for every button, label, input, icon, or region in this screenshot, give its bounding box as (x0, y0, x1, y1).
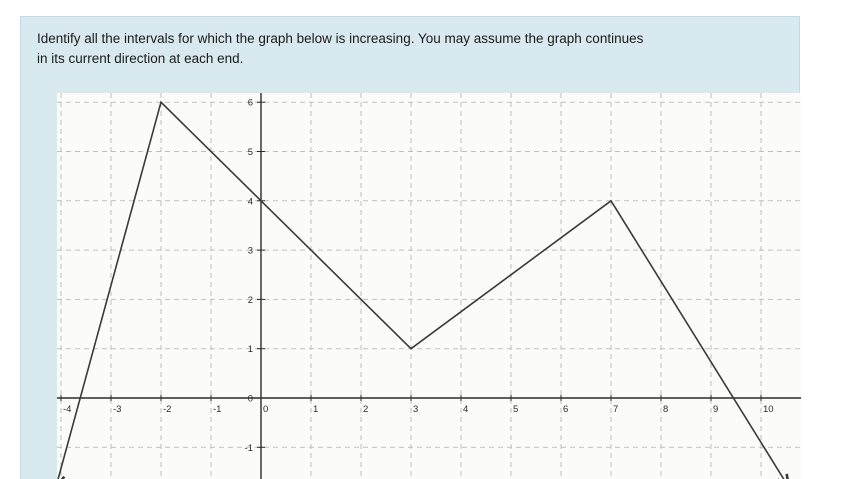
axis-ticks (60, 101, 762, 448)
svg-text:6: 6 (248, 98, 253, 109)
graph-curve (57, 100, 789, 479)
svg-text:-1: -1 (245, 443, 253, 454)
svg-text:8: 8 (663, 404, 668, 415)
svg-text:1: 1 (313, 404, 318, 415)
svg-text:3: 3 (413, 404, 418, 415)
svg-text:4: 4 (248, 196, 253, 207)
svg-text:9: 9 (713, 404, 718, 415)
svg-text:-2: -2 (163, 404, 171, 415)
svg-text:1: 1 (248, 344, 253, 355)
axes (57, 93, 801, 479)
svg-text:2: 2 (363, 404, 368, 415)
svg-text:-4: -4 (63, 404, 71, 415)
gridlines (57, 93, 801, 479)
svg-text:5: 5 (513, 404, 518, 415)
svg-text:7: 7 (613, 404, 618, 415)
graph-plot-area: -4 -3 -2 -1 0 1 2 3 4 5 6 7 8 9 10 -1 0 1 2 3 4 5 6 (57, 93, 801, 479)
question-prompt: Identify all the intervals for which the… (37, 31, 644, 66)
question-panel: Identify all the intervals for which the… (20, 16, 801, 479)
svg-text:10: 10 (763, 404, 774, 415)
svg-text:0: 0 (248, 394, 253, 405)
coordinate-graph: -4 -3 -2 -1 0 1 2 3 4 5 6 7 8 9 10 -1 0 1 2 3 4 5 6 (57, 93, 801, 479)
svg-text:4: 4 (463, 404, 468, 415)
svg-text:2: 2 (248, 295, 253, 306)
svg-text:0: 0 (263, 404, 268, 415)
svg-text:5: 5 (248, 147, 253, 158)
svg-text:-1: -1 (213, 404, 221, 415)
axis-tick-labels: -4 -3 -2 -1 0 1 2 3 4 5 6 7 8 9 10 -1 0 1 2 3 4 5 6 (63, 98, 774, 454)
svg-text:-3: -3 (113, 404, 121, 415)
svg-text:3: 3 (248, 246, 253, 257)
svg-text:6: 6 (563, 404, 568, 415)
